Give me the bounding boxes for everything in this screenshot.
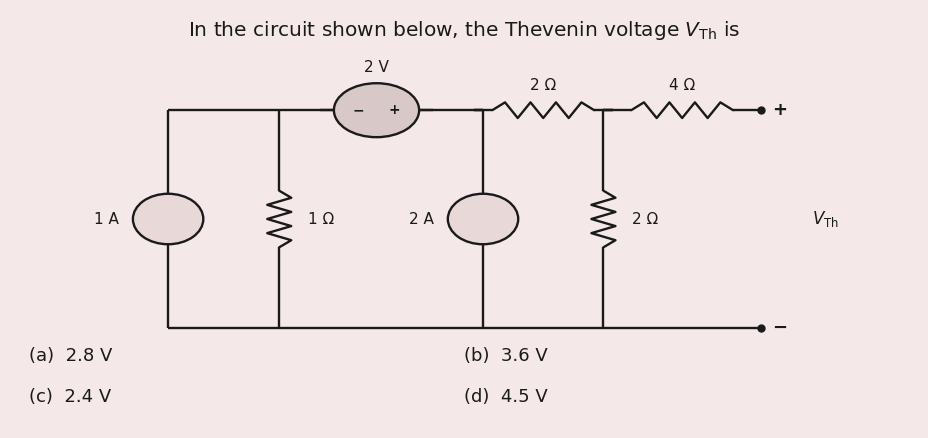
Text: +: + [388,103,400,117]
Text: −: − [353,103,364,117]
Ellipse shape [333,83,419,137]
Text: In the circuit shown below, the Thevenin voltage $V_{\mathrm{Th}}$ is: In the circuit shown below, the Thevenin… [188,19,740,42]
Ellipse shape [133,194,203,244]
Text: (c)  2.4 V: (c) 2.4 V [29,389,111,406]
Text: 2 Ω: 2 Ω [631,212,658,226]
Text: (b)  3.6 V: (b) 3.6 V [464,347,548,365]
Text: −: − [771,319,786,337]
Ellipse shape [447,194,518,244]
Text: 2 A: 2 A [408,212,433,226]
Text: (d)  4.5 V: (d) 4.5 V [464,389,548,406]
Text: $V_{\mathrm{Th}}$: $V_{\mathrm{Th}}$ [811,209,838,229]
Text: 2 V: 2 V [364,60,389,75]
Text: +: + [771,101,786,119]
Text: (a)  2.8 V: (a) 2.8 V [29,347,112,365]
Text: 1 A: 1 A [94,212,119,226]
Text: 1 Ω: 1 Ω [308,212,334,226]
Text: 4 Ω: 4 Ω [668,78,694,93]
Text: 2 Ω: 2 Ω [530,78,556,93]
